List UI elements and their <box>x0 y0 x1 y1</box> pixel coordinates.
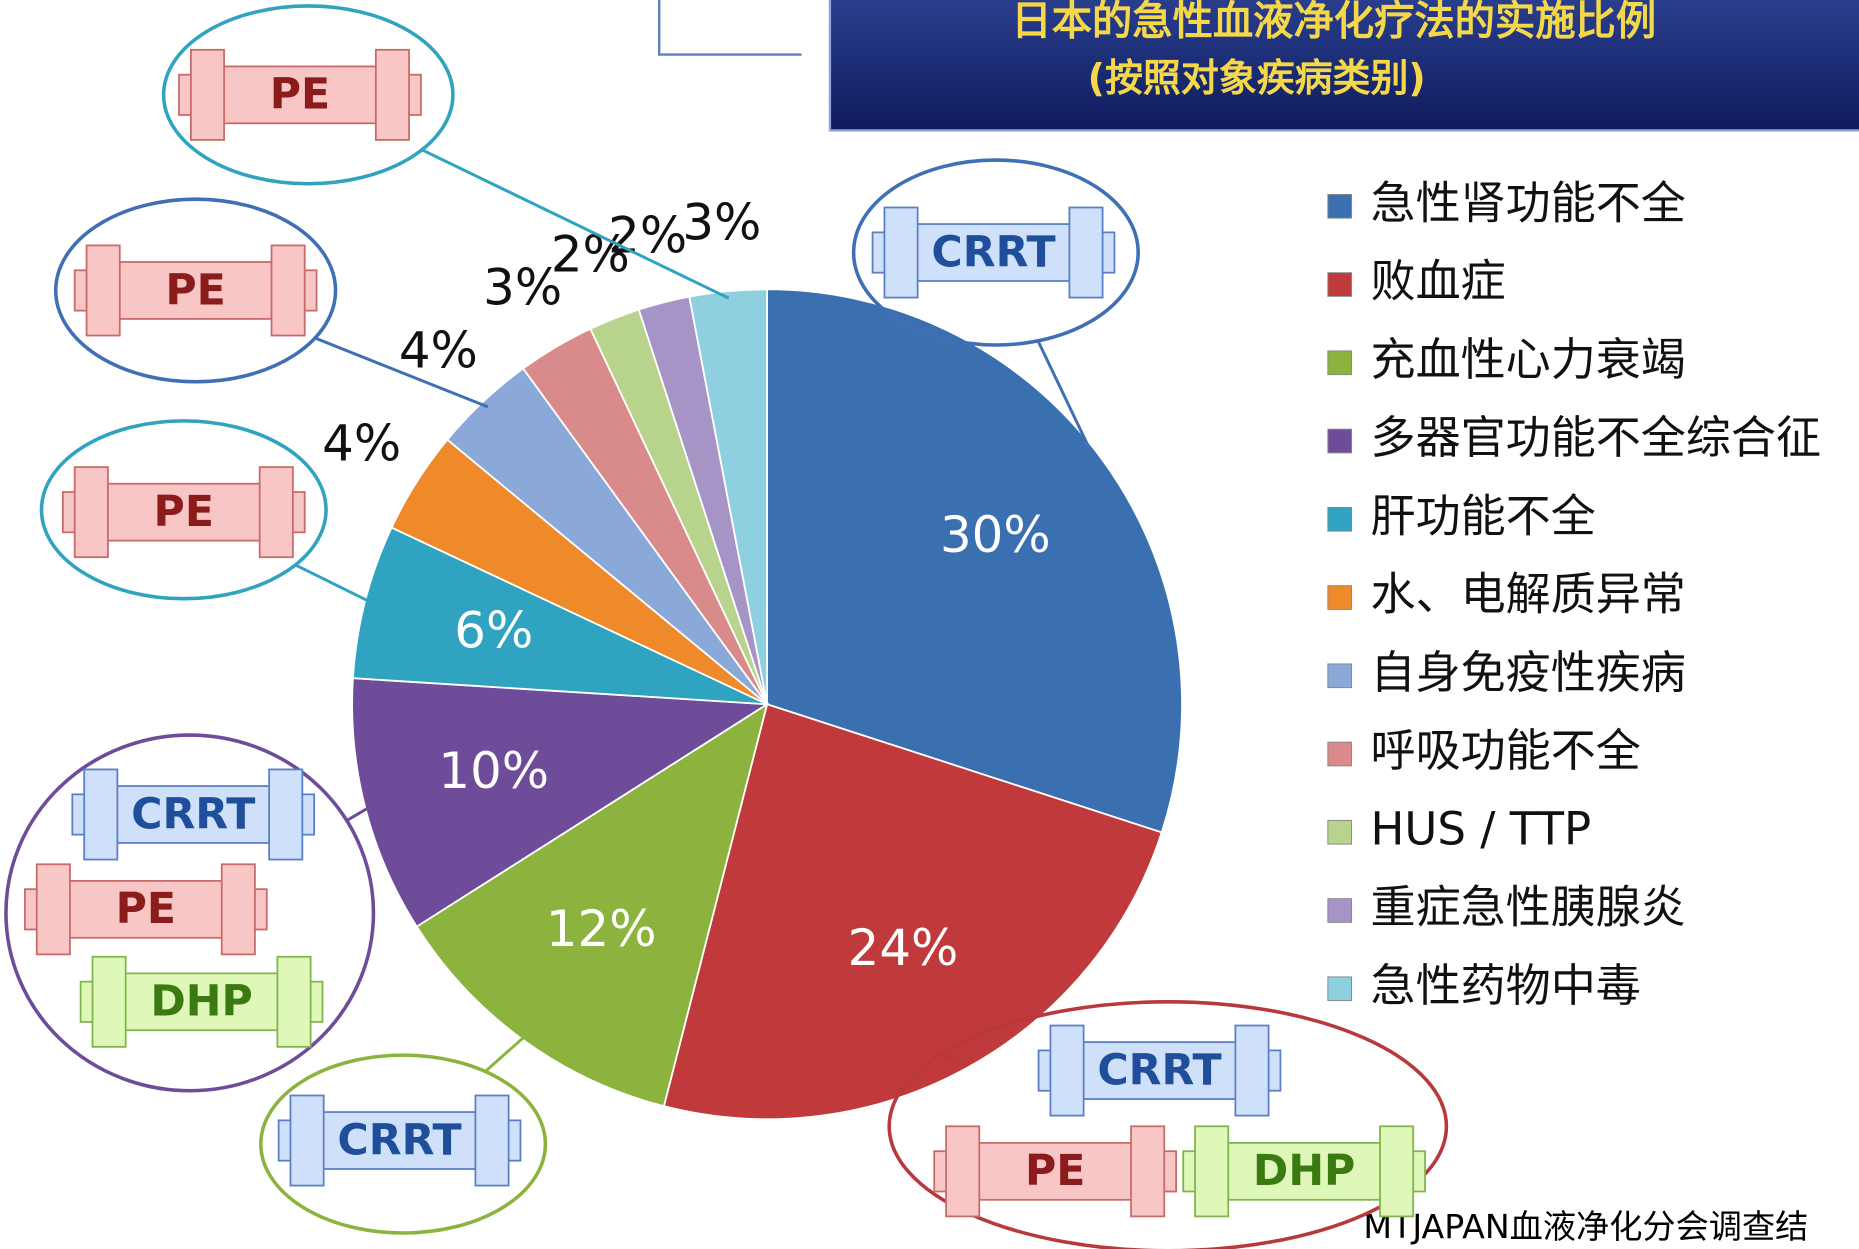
device-part <box>884 207 917 297</box>
legend-swatch <box>1328 586 1352 610</box>
source-note: MTJAPAN血液净化分会调查结 <box>1363 1207 1808 1246</box>
slice-label: 3% <box>682 194 761 252</box>
device-part <box>1050 1026 1083 1116</box>
legend-swatch <box>1328 351 1352 375</box>
legend-label: 呼吸功能不全 <box>1371 724 1641 777</box>
legend-label: 重症急性胰腺炎 <box>1371 881 1686 934</box>
device-part <box>475 1095 508 1185</box>
device-label: PE <box>1025 1146 1085 1196</box>
device-label: PE <box>165 265 225 315</box>
device-part <box>277 957 310 1047</box>
callout-line <box>295 565 372 603</box>
legend-swatch <box>1328 899 1352 923</box>
device-part <box>1235 1026 1268 1116</box>
device-icon: PE <box>934 1126 1176 1216</box>
device-part <box>376 50 409 140</box>
slice-label: 12% <box>546 900 657 958</box>
slice-label: 6% <box>454 602 533 660</box>
device-part <box>272 245 305 335</box>
legend-swatch <box>1328 194 1352 218</box>
legend-label: 急性肾功能不全 <box>1371 176 1686 229</box>
legend-label: 自身免疫性疾病 <box>1371 646 1686 699</box>
legend-label: 急性药物中毒 <box>1371 959 1641 1012</box>
device-part <box>87 245 120 335</box>
frame-line <box>659 0 801 55</box>
device-label: CRRT <box>931 227 1055 277</box>
device-icon: CRRT <box>1039 1026 1281 1116</box>
device-icon: DHP <box>1183 1126 1425 1216</box>
device-icon: CRRT <box>72 769 314 859</box>
slice-label: 24% <box>848 919 959 977</box>
device-icon: PE <box>179 50 421 140</box>
legend-label: 败血症 <box>1371 255 1506 308</box>
device-part <box>92 957 125 1047</box>
device-label: CRRT <box>337 1115 461 1165</box>
device-icon: PE <box>25 864 267 954</box>
device-part <box>191 50 224 140</box>
legend-label: 肝功能不全 <box>1371 489 1596 542</box>
callout-line <box>485 1034 527 1071</box>
device-icon: CRRT <box>279 1095 521 1185</box>
device-label: PE <box>270 70 330 120</box>
device-label: PE <box>154 487 214 537</box>
device-part <box>1131 1126 1164 1216</box>
device-label: DHP <box>150 977 252 1027</box>
slice-label: 2% <box>608 207 687 265</box>
legend-swatch <box>1328 977 1352 1001</box>
legend-label: HUS / TTP <box>1371 802 1592 855</box>
device-part <box>75 467 108 557</box>
device-icon: PE <box>63 467 305 557</box>
device-part <box>37 864 70 954</box>
device-part <box>269 769 302 859</box>
device-icon: PE <box>75 245 317 335</box>
legend-swatch <box>1328 820 1352 844</box>
slice-label: 4% <box>322 414 401 472</box>
device-part <box>260 467 293 557</box>
device-part <box>1380 1126 1413 1216</box>
legend-swatch <box>1328 429 1352 453</box>
device-label: CRRT <box>1097 1045 1221 1095</box>
device-part <box>1069 207 1102 297</box>
device-label: CRRT <box>131 789 255 839</box>
device-part <box>84 769 117 859</box>
device-part <box>290 1095 323 1185</box>
legend-swatch <box>1328 507 1352 531</box>
slice-label: 4% <box>399 322 478 380</box>
device-part <box>222 864 255 954</box>
chart: 日本的急性血液净化疗法的实施比例 (按照对象疾病类别) MTJAPAN血液净化分… <box>0 0 1859 1249</box>
device-label: DHP <box>1253 1146 1355 1196</box>
device-icon: CRRT <box>873 207 1115 297</box>
slice-label: 30% <box>940 506 1051 564</box>
chart-title: 日本的急性血液净化疗法的实施比例 <box>1011 0 1656 45</box>
legend-label: 水、电解质异常 <box>1371 568 1686 621</box>
legend-label: 多器官功能不全综合征 <box>1371 411 1821 464</box>
legend-swatch <box>1328 664 1352 688</box>
device-part <box>946 1126 979 1216</box>
legend-label: 充血性心力衰竭 <box>1371 333 1686 386</box>
chart-subtitle: (按照对象疾病类别) <box>1088 56 1426 100</box>
legend-swatch <box>1328 273 1352 297</box>
device-label: PE <box>116 884 176 934</box>
slice-label: 10% <box>438 742 549 800</box>
device-part <box>1195 1126 1228 1216</box>
device-icon: DHP <box>81 957 323 1047</box>
legend-swatch <box>1328 742 1352 766</box>
